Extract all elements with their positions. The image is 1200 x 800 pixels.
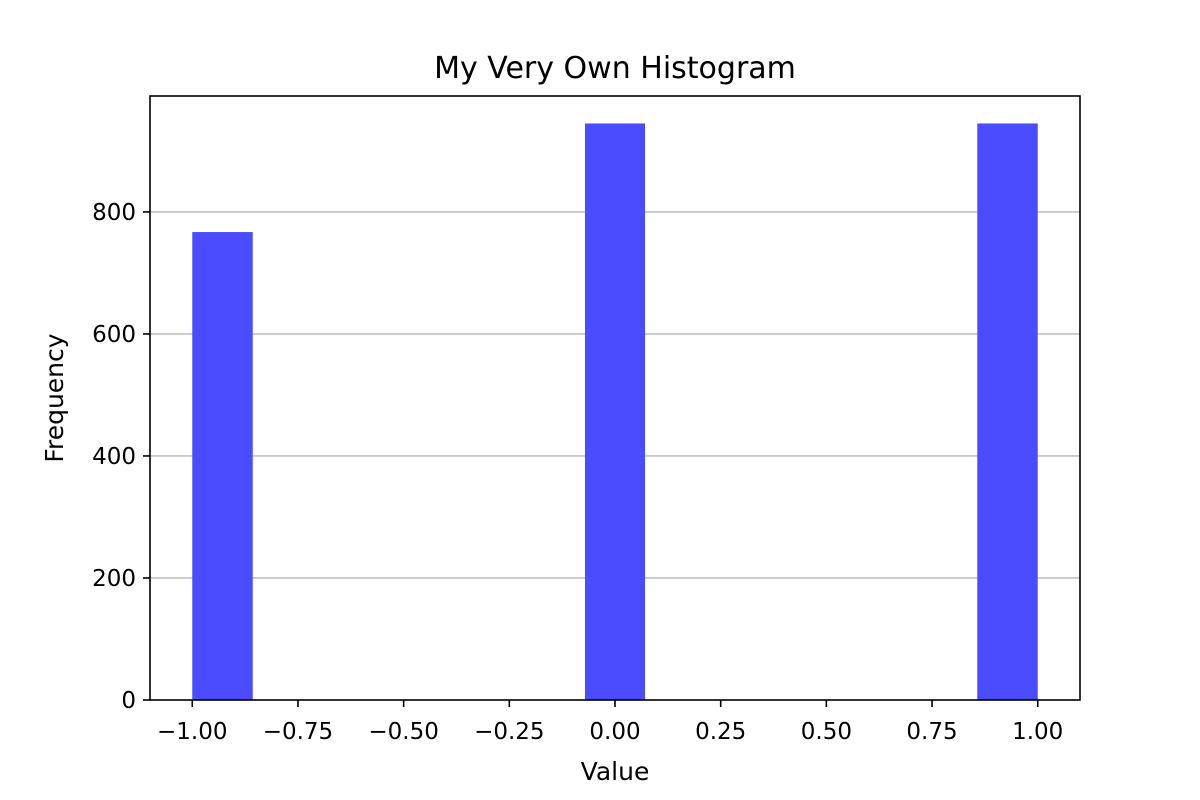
x-tick-label: −0.50 [368,719,438,745]
x-tick-label: −1.00 [157,719,227,745]
x-tick-label: 0.75 [906,719,957,745]
y-tick-label: 600 [92,322,136,348]
bars [192,123,1038,701]
x-tick-label: 1.00 [1012,719,1063,745]
y-tick-label: 0 [121,688,136,714]
x-tick-label: −0.25 [474,719,544,745]
histogram-bar [584,123,646,701]
y-tick-label: 400 [92,444,136,470]
x-tick-label: 0.50 [801,719,852,745]
x-tick-label: 0.25 [695,719,746,745]
x-axis-ticks: −1.00 −0.75 −0.50 −0.25 0.00 0.25 0.50 0.75 1.00 [157,700,1063,745]
histogram-bar [192,232,253,700]
histogram-bar [977,123,1038,701]
y-tick-label: 800 [92,200,136,226]
y-tick-label: 200 [92,566,136,592]
x-axis-label: Value [581,757,650,786]
x-tick-label: −0.75 [263,719,333,745]
chart-title: My Very Own Histogram [434,51,796,86]
y-axis-ticks: 0 200 400 600 800 [92,200,150,714]
y-axis-label: Frequency [40,333,69,462]
x-tick-label: 0.00 [589,719,640,745]
